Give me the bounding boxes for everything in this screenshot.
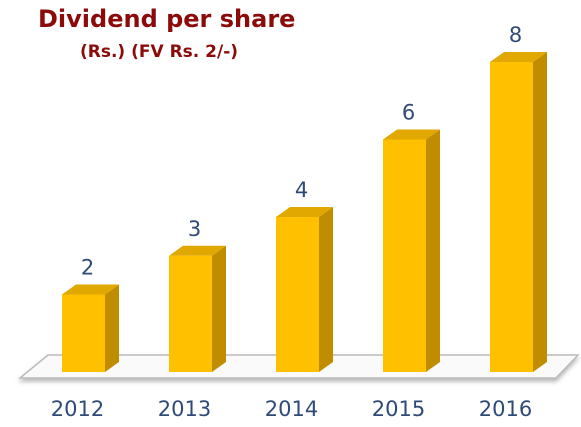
bar <box>276 207 333 372</box>
bar <box>490 52 547 372</box>
bar-front <box>169 255 212 372</box>
bar-side <box>533 52 547 372</box>
x-tick-label: 2015 <box>372 397 425 421</box>
value-label: 6 <box>402 101 415 125</box>
bar-side <box>105 284 119 372</box>
bar <box>383 129 440 372</box>
value-label: 4 <box>295 178 308 202</box>
bar-top <box>169 245 226 256</box>
value-label: 3 <box>188 217 201 241</box>
value-label: 8 <box>509 23 522 47</box>
bar-top <box>490 52 547 62</box>
x-tick-label: 2014 <box>265 397 318 421</box>
bar-front <box>383 139 426 372</box>
bar-front <box>62 294 105 372</box>
chart-title: Dividend per share <box>38 5 295 33</box>
bar-top <box>62 284 119 295</box>
x-tick-label: 2013 <box>158 397 211 421</box>
x-tick-label: 2016 <box>479 397 532 421</box>
bar-front <box>490 62 533 372</box>
chart-subtitle: (Rs.) (FV Rs. 2/-) <box>80 42 238 62</box>
bar-front <box>276 217 319 372</box>
x-tick-label: 2012 <box>51 397 104 421</box>
bar-top <box>276 207 333 217</box>
bar-top <box>383 129 440 140</box>
bar-side <box>212 245 226 372</box>
bar <box>169 245 226 372</box>
bar-side <box>426 129 440 372</box>
bar-side <box>319 207 333 372</box>
bar <box>62 284 119 372</box>
value-label: 2 <box>81 256 94 280</box>
bars <box>62 52 547 372</box>
